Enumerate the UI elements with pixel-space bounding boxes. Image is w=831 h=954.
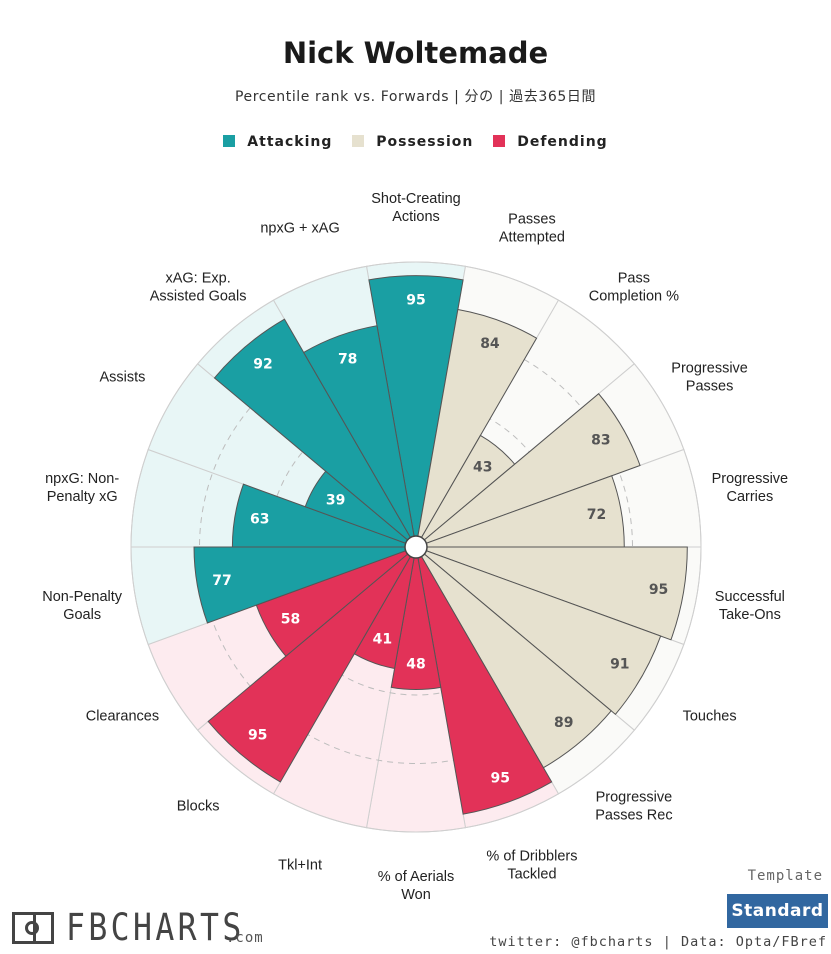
category-label-8: Progressive Passes Rec (595, 790, 672, 824)
category-label-18: npxG + xAG (260, 220, 339, 236)
value-label-10: 48 (406, 657, 425, 673)
logo-text: FBCHARTS (66, 906, 245, 949)
pitch-icon (12, 912, 54, 944)
value-label-18: 78 (338, 351, 357, 367)
value-label-14: 77 (212, 573, 231, 589)
category-label-6: Successful Take-Ons (715, 589, 785, 623)
category-label-13: Clearances (86, 709, 159, 725)
credit-text: twitter: @fbcharts | Data: Opta/FBref (489, 934, 827, 950)
category-label-9: % of Dribblers Tackled (486, 849, 577, 883)
value-label-16: 39 (326, 493, 345, 509)
value-label-1: 95 (406, 293, 425, 309)
value-label-15: 63 (250, 511, 269, 527)
category-label-2: Passes Attempted (499, 211, 565, 245)
value-label-2: 84 (480, 336, 500, 352)
category-label-5: Progressive Carries (712, 471, 789, 505)
logo-suffix: .com (226, 930, 264, 946)
center-hub (405, 536, 427, 558)
template-standard-button[interactable]: Standard (727, 894, 828, 928)
value-label-9: 95 (490, 770, 509, 786)
category-label-14: Non-Penalty Goals (42, 589, 123, 623)
value-label-6: 95 (649, 582, 668, 598)
value-label-12: 95 (248, 728, 267, 744)
category-label-15: npxG: Non-Penalty xG (45, 471, 119, 505)
value-label-3: 43 (473, 459, 492, 475)
value-label-17: 92 (253, 357, 272, 373)
value-label-13: 58 (281, 611, 300, 627)
value-label-5: 72 (587, 507, 606, 523)
category-label-12: Blocks (177, 799, 220, 815)
category-label-1: Shot-Creating Actions (371, 191, 460, 225)
category-label-10: % of Aerials Won (378, 869, 455, 903)
category-label-16: Assists (99, 370, 145, 386)
category-label-3: Pass Completion % (589, 270, 679, 304)
polar-chart: 95 84 43 83 72 95 91 89 95 48 41 95 58 77 63 39 92 78 Shot… (0, 0, 831, 954)
value-label-11: 41 (373, 631, 392, 647)
value-label-8: 89 (554, 715, 573, 731)
category-label-7: Touches (683, 709, 737, 725)
value-label-4: 83 (591, 432, 610, 448)
category-label-11: Tkl+Int (278, 858, 322, 874)
template-label: Template (748, 868, 823, 884)
value-label-7: 91 (610, 657, 629, 673)
category-label-17: xAG: Exp. Assisted Goals (150, 270, 247, 304)
category-label-4: Progressive Passes (671, 361, 748, 395)
